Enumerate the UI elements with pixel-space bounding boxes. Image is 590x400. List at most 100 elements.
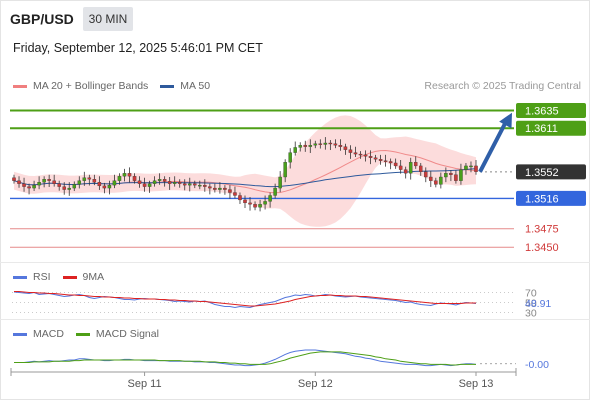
main-legend: MA 20 + Bollinger Bands MA 50 — [13, 80, 222, 92]
ma50-swatch — [160, 84, 175, 88]
candle-body — [67, 187, 71, 190]
rsi-ma-line — [14, 291, 476, 307]
candle-body — [464, 165, 468, 170]
level-badge-1.3552 — [516, 164, 586, 180]
candle-body — [313, 143, 318, 146]
level-badge-1.3516 — [516, 190, 586, 206]
credit-text: Research © 2025 Trading Central — [424, 80, 581, 92]
candle-body — [419, 165, 423, 172]
candle-body — [228, 189, 232, 193]
candle-body — [42, 179, 46, 183]
rsi-value-label: 48.91 — [525, 298, 551, 310]
x-tick-label: Sep 13 — [459, 378, 494, 390]
candle-body — [273, 187, 277, 196]
candle-body — [343, 146, 348, 150]
candle-body — [102, 185, 107, 189]
candle-body — [177, 182, 182, 184]
candle-body — [62, 186, 66, 190]
candle-body — [72, 184, 77, 189]
candle-body — [429, 176, 433, 181]
candle-body — [17, 180, 21, 184]
macd-line — [14, 349, 477, 367]
macd-divider — [0, 319, 590, 320]
candle-body — [37, 182, 41, 186]
level-label-1.3475: 1.3475 — [525, 224, 559, 236]
candle-body — [338, 145, 343, 147]
candle-body — [22, 183, 26, 187]
ma20-legend-label: MA 20 + Bollinger Bands — [33, 80, 149, 92]
candle-body — [208, 186, 212, 189]
candle-body — [97, 182, 102, 187]
candle-body — [92, 179, 97, 183]
candle-body — [87, 177, 92, 180]
candle-body — [353, 152, 358, 155]
candle-body — [248, 202, 252, 205]
timestamp: Friday, September 12, 2025 5:46:01 PM CE… — [13, 41, 263, 55]
candle-body — [333, 143, 338, 146]
candle-body — [328, 142, 333, 145]
candle-body — [403, 169, 408, 174]
candle-body — [434, 180, 438, 185]
candle-body — [378, 159, 383, 161]
rsi-legend-label: RSI — [33, 271, 51, 283]
candle-body — [323, 142, 328, 145]
candle-body — [278, 176, 282, 189]
candle-body — [188, 183, 192, 186]
level-label-1.3516: 1.3516 — [525, 193, 559, 205]
candle-body — [469, 165, 473, 168]
candle-body — [142, 183, 147, 187]
candle-body — [373, 157, 378, 160]
candle-body — [459, 169, 463, 181]
candle-body — [223, 187, 227, 190]
candle-body — [112, 180, 117, 186]
candle-body — [449, 173, 453, 175]
candle-body — [303, 145, 308, 147]
level-badge-1.3635 — [516, 102, 586, 118]
ma50-legend-label: MA 50 — [180, 80, 211, 92]
candle-body — [167, 181, 172, 184]
candle-body — [408, 162, 413, 174]
candle-body — [238, 195, 242, 201]
level-label-1.3635: 1.3635 — [525, 105, 559, 117]
x-tick-label: Sep 12 — [298, 378, 333, 390]
candle-body — [308, 145, 313, 147]
candle-body — [218, 187, 222, 190]
candle-body — [198, 184, 202, 187]
candle-body — [12, 177, 16, 181]
candle-body — [383, 160, 388, 162]
macd-legend-label: MACD — [33, 328, 64, 340]
macd-signal-swatch — [75, 332, 90, 336]
candle-body — [253, 204, 257, 208]
bollinger-band-fill — [14, 115, 476, 227]
candle-body — [122, 173, 127, 177]
timeframe-button[interactable]: 30 MIN — [83, 7, 133, 31]
candle-body — [293, 147, 297, 153]
candle-body — [157, 179, 162, 181]
macd-value-label: -0.00 — [525, 359, 549, 371]
candle-body — [413, 162, 418, 167]
candle-body — [439, 176, 443, 185]
candle-body — [117, 176, 122, 181]
candle-body — [444, 173, 448, 178]
candle-body — [193, 183, 197, 186]
macd-signal-line — [14, 351, 476, 366]
candle-body — [298, 145, 302, 148]
ma50-line — [13, 168, 477, 188]
candle-body — [52, 180, 56, 184]
candle-body — [82, 177, 87, 181]
rsi-swatch — [13, 275, 27, 279]
candle-body — [132, 176, 137, 181]
rsi-legend: RSI 9MA — [13, 271, 116, 283]
ma20-swatch — [13, 84, 27, 88]
candle-body — [107, 184, 112, 189]
rsi-line — [13, 291, 477, 309]
candle-body — [263, 201, 267, 205]
forecast-arrow-head — [499, 112, 512, 129]
candle-body — [203, 184, 207, 187]
candle-body — [258, 204, 262, 208]
x-tick-label: Sep 11 — [128, 378, 162, 390]
candle-body — [32, 184, 36, 189]
candle-body — [268, 195, 272, 202]
rsi-level-label-70: 70 — [525, 288, 537, 300]
